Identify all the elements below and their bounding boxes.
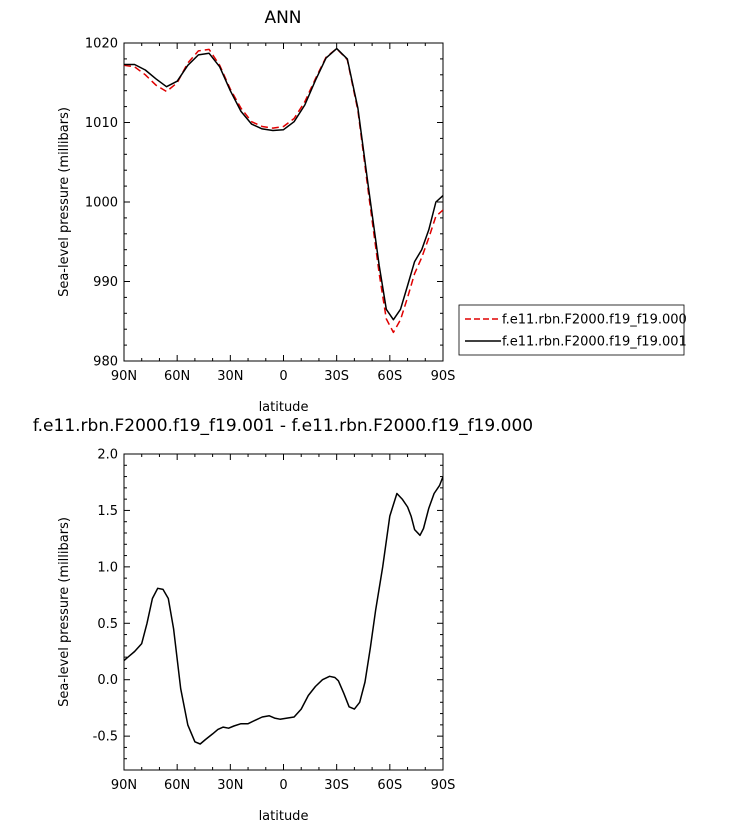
x-tick-label: 0 <box>279 369 287 384</box>
y-tick-label: 2.0 <box>97 448 118 463</box>
y-axis-label: Sea-level pressure (millibars) <box>57 517 72 707</box>
chart-1: ANN 90N 60N 30N 0 30S 60S 90S 980 990 1000 1010 1020… <box>57 8 687 415</box>
series-line-f.e11.rbn.F2000.f19_f19.001 <box>124 47 443 321</box>
x-axis-label: latitude <box>259 809 309 824</box>
plot-frame <box>123 42 444 362</box>
series-line-f.e11.rbn.F2000.f19_f19.000 <box>124 47 443 334</box>
x-tick-label: 0 <box>279 778 287 793</box>
x-tick-label: 60S <box>377 778 402 793</box>
series-line-difference <box>124 476 443 745</box>
y-tick-label: -0.5 <box>93 730 118 745</box>
legend-box <box>458 304 685 356</box>
y-tick-label: 980 <box>93 355 118 370</box>
x-axis-label: latitude <box>259 400 309 415</box>
x-tick-label: 60N <box>164 369 190 384</box>
y-axis-label: Sea-level pressure (millibars) <box>57 107 72 297</box>
y-tick-label: 1000 <box>85 196 118 211</box>
x-tick-label: 30N <box>217 778 243 793</box>
legend-entry: f.e11.rbn.F2000.f19_f19.001 <box>502 335 687 350</box>
x-tick-label: 30S <box>324 778 349 793</box>
y-tick-label: 1.0 <box>97 560 118 575</box>
y-tick-label: 1010 <box>85 116 118 131</box>
chart-2: f.e11.rbn.F2000.f19_f19.001 - f.e11.rbn.… <box>33 416 533 824</box>
x-tick-label: 90N <box>111 369 137 384</box>
x-tick-label: 30N <box>217 369 243 384</box>
x-tick-label: 90N <box>111 778 137 793</box>
y-tick-label: 990 <box>93 275 118 290</box>
x-tick-label: 30S <box>324 369 349 384</box>
y-tick-label: 1.5 <box>97 504 118 519</box>
legend: f.e11.rbn.F2000.f19_f19.000 f.e11.rbn.F20… <box>458 304 687 356</box>
y-tick-label: 0.5 <box>97 617 118 632</box>
x-tick-label: 60S <box>377 369 402 384</box>
x-tick-label: 90S <box>431 778 456 793</box>
x-tick-label: 60N <box>164 778 190 793</box>
chart-title: ANN <box>264 8 301 28</box>
x-tick-label: 90S <box>431 369 456 384</box>
y-tick-label: 0.0 <box>97 673 118 688</box>
chart-title: f.e11.rbn.F2000.f19_f19.001 - f.e11.rbn.… <box>33 416 533 436</box>
legend-entry: f.e11.rbn.F2000.f19_f19.000 <box>502 313 687 328</box>
y-tick-label: 1020 <box>85 37 118 52</box>
